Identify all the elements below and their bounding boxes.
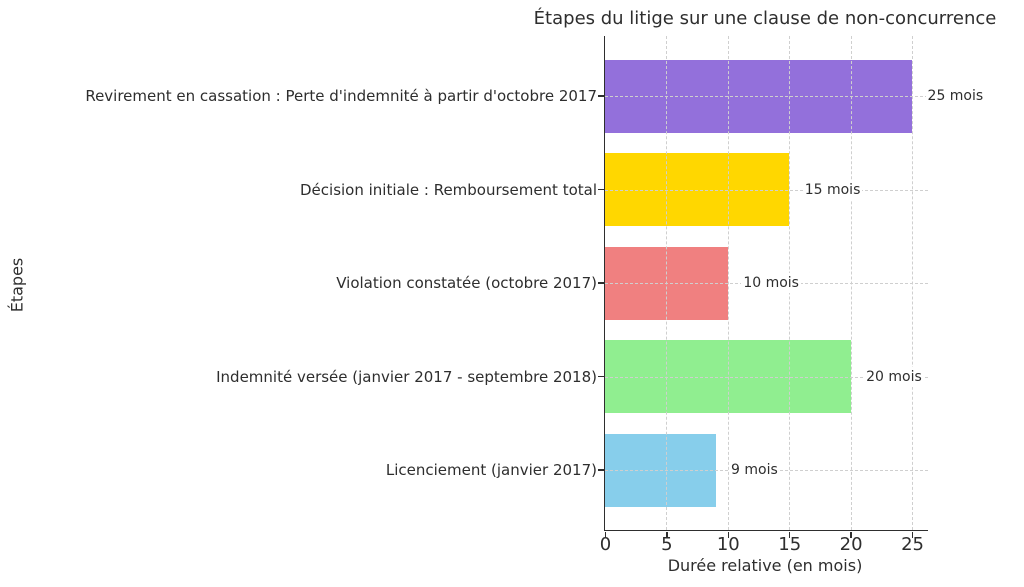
- horizontal-gridline: [605, 376, 928, 378]
- x-axis-tick: [788, 531, 791, 538]
- x-tick-label: 5: [661, 534, 673, 555]
- x-axis-tick: [727, 531, 730, 538]
- x-axis-label: Durée relative (en mois): [667, 556, 863, 575]
- y-axis-tick: [598, 95, 604, 97]
- category-label: Décision initiale : Remboursement total: [300, 180, 597, 199]
- category-label: Licenciement (janvier 2017): [385, 461, 597, 479]
- category-label: Revirement en cassation : Perte d'indemn…: [85, 87, 597, 105]
- y-axis-tick: [598, 282, 604, 284]
- category-label: Indemnité versée (janvier 2017 - septemb…: [216, 367, 597, 386]
- x-axis-tick: [850, 531, 852, 538]
- x-axis-tick: [666, 531, 668, 538]
- horizontal-gridline: [605, 189, 928, 191]
- x-tick-label: 25: [901, 534, 924, 555]
- bar-value-label: 9 mois: [729, 460, 780, 480]
- bar-value-label: 25 mois: [925, 86, 986, 106]
- bar-value-label: 10 mois: [741, 273, 801, 293]
- bar-value-label: 15 mois: [802, 179, 863, 200]
- y-axis-tick: [598, 469, 604, 471]
- x-tick-label: 0: [599, 534, 612, 555]
- y-axis-tick: [598, 375, 604, 378]
- category-label: Violation constatée (octobre 2017): [336, 274, 597, 292]
- x-tick-label: 15: [778, 534, 802, 555]
- x-axis-tick: [911, 531, 914, 538]
- chart-title: Étapes du litige sur une clause de non-c…: [533, 8, 997, 29]
- bar-value-label: 20 mois: [864, 366, 924, 387]
- plot-area: [604, 36, 928, 531]
- x-tick-label: 20: [839, 534, 863, 555]
- horizontal-gridline: [605, 96, 928, 97]
- x-tick-label: 10: [716, 534, 740, 555]
- y-axis-tick: [598, 188, 604, 191]
- x-axis-tick: [604, 531, 607, 538]
